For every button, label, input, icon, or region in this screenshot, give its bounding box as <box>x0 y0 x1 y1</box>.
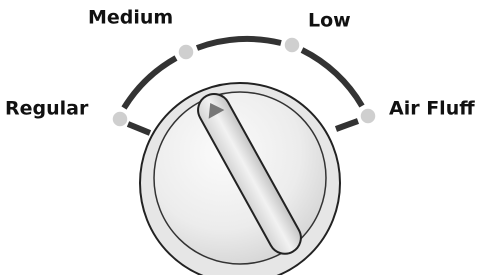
arc-segment <box>124 58 176 108</box>
page: Regular Medium Low Air Fluff (() => { co… <box>0 0 496 275</box>
arc-segment <box>302 50 362 106</box>
setting-dot <box>360 108 376 124</box>
arc-segment <box>336 121 358 129</box>
setting-label: Low <box>308 10 351 32</box>
setting-dot <box>112 111 128 127</box>
arc-segment <box>197 39 281 48</box>
dial-diagram: Regular Medium Low Air Fluff <box>0 0 496 275</box>
setting-dot <box>284 37 300 53</box>
setting-label: Regular <box>5 98 89 120</box>
setting-label: Medium <box>88 7 173 29</box>
setting-dot <box>178 44 194 60</box>
setting-label: Air Fluff <box>389 98 475 120</box>
arc-segment <box>128 124 150 133</box>
